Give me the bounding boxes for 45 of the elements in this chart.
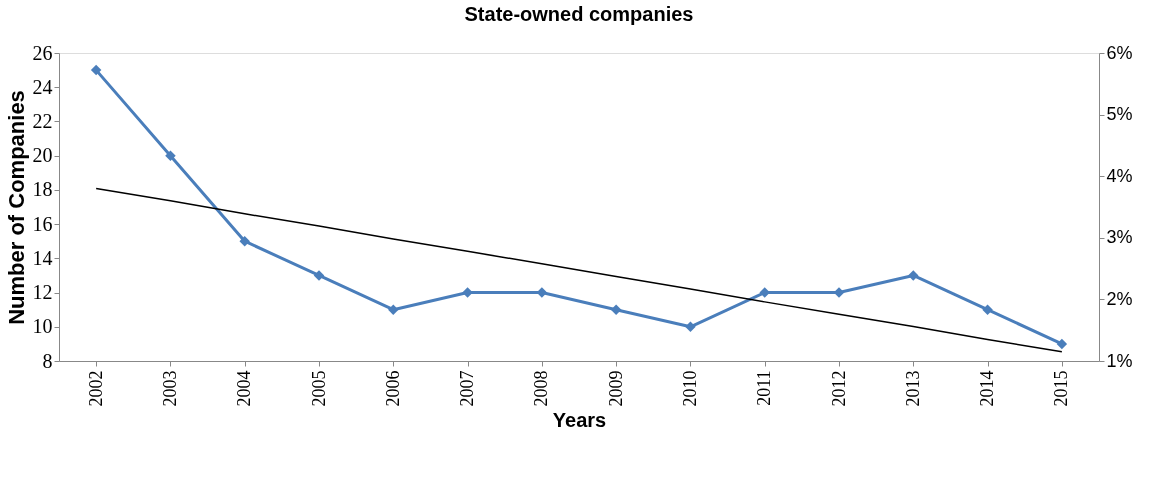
- y-tick-label: 18: [32, 178, 53, 201]
- point: [759, 287, 770, 298]
- y2-tick-label: 1%: [1106, 350, 1133, 371]
- x-tick-label: 2009: [605, 370, 626, 407]
- y2-tick-label: 2%: [1106, 288, 1133, 309]
- y-tick-label: 20: [32, 144, 53, 167]
- x-tick-label: 2013: [902, 370, 923, 407]
- x-tick-label: 2011: [754, 370, 775, 406]
- point: [388, 304, 399, 315]
- y2-tick-label: 6%: [1106, 42, 1133, 63]
- y-tick-label: 26: [32, 41, 53, 64]
- y2-tick-label: 5%: [1106, 104, 1133, 125]
- point: [610, 304, 622, 315]
- point: [313, 270, 325, 281]
- y-tick-label: 8: [42, 349, 53, 372]
- x-tick-label: 2003: [159, 370, 180, 407]
- point: [982, 304, 993, 315]
- y-tick-label: 22: [32, 109, 53, 132]
- x-tick-label: 2005: [308, 370, 329, 407]
- point: [685, 321, 696, 333]
- x-tick-label: 2004: [234, 370, 255, 407]
- y-tick-label: 24: [32, 75, 53, 98]
- y-tick-label: 16: [32, 212, 53, 235]
- y2-tick-label: 3%: [1106, 227, 1133, 248]
- point: [462, 287, 473, 298]
- y-tick-label: 10: [32, 315, 53, 338]
- y-tick-label: 12: [32, 281, 53, 304]
- point: [908, 270, 919, 281]
- x-tick-label: 2015: [1051, 370, 1072, 407]
- x-tick-label: 2014: [977, 370, 998, 407]
- x-tick-label: 2012: [828, 370, 849, 407]
- x-axis-title: Years: [552, 408, 607, 431]
- x-tick-label: 2007: [457, 370, 478, 407]
- point: [165, 150, 176, 161]
- point: [90, 64, 102, 76]
- y-axis-title: Number of Companies: [3, 90, 29, 325]
- chart-title: State-owned companies: [464, 3, 694, 25]
- x-tick-label: 2006: [382, 370, 403, 407]
- x-tick-label: 2008: [531, 370, 552, 407]
- y2-tick-label: 4%: [1106, 165, 1133, 186]
- y-tick-label: 14: [32, 246, 53, 269]
- point: [239, 235, 250, 247]
- x-tick-label: 2002: [85, 370, 106, 407]
- x-tick-label: 2010: [679, 370, 700, 407]
- point: [1056, 338, 1068, 350]
